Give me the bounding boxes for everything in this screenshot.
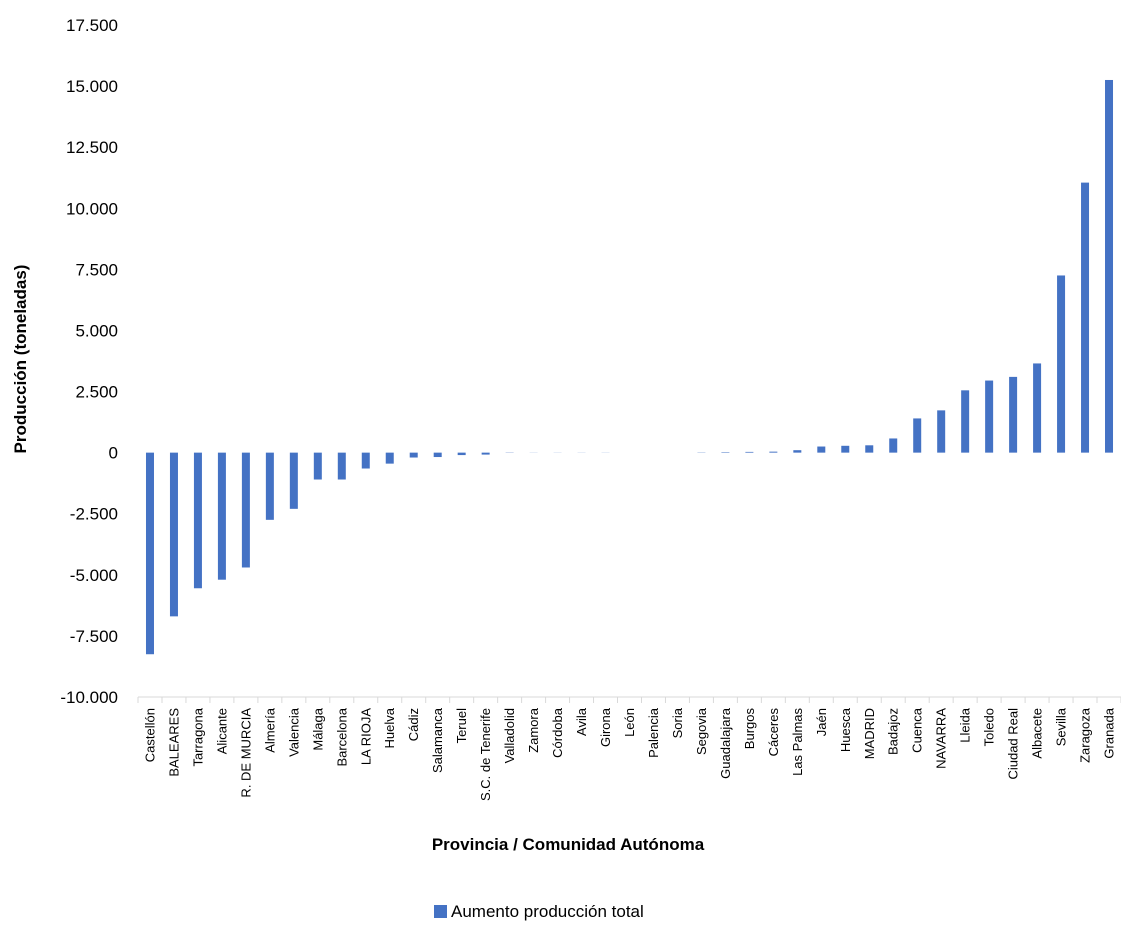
y-tick-label: -10.000 [60,688,118,707]
x-tick-label: BALEARES [166,708,181,777]
x-tick-label: Badajoz [886,708,901,755]
legend: Aumento producción total [434,902,644,921]
x-tick-label: Barcelona [334,707,349,766]
y-tick-label: -5.000 [70,566,118,585]
x-tick-label: León [622,708,637,737]
bar [865,445,874,453]
bar [193,452,202,589]
bar [265,452,274,520]
x-tick-label: Alicante [214,708,229,754]
bar [1081,182,1090,453]
legend-label: Aumento producción total [451,902,644,921]
x-tick-label: Albacete [1030,708,1045,759]
bar [385,452,394,464]
y-tick-label: 5.000 [75,321,118,340]
x-tick-label: Cáceres [766,708,781,757]
bar [289,452,298,509]
x-tick-label: Jaén [814,708,829,736]
bar [361,452,370,469]
y-tick-label: 12.500 [66,138,118,157]
x-tick-label: Huelva [382,707,397,748]
x-tick-label: Zaragoza [1078,707,1093,763]
bar [1105,79,1114,453]
bar [1033,363,1042,453]
bar [913,418,922,453]
bar [769,451,778,453]
x-tick-label: Salamanca [430,707,445,773]
x-tick-label: Córdoba [550,707,565,758]
x-axis-tick-labels: Castellón BALEARES Tarragona Alicante R. DE … [142,707,1116,801]
x-tick-label: Toledo [982,708,997,746]
y-tick-label: 2.500 [75,383,118,402]
x-tick-label: Avila [574,707,589,736]
bar [889,438,898,453]
x-tick-label: Palencia [646,707,661,758]
x-tick-label: Tarragona [190,707,205,766]
bar [937,410,946,453]
bar [313,452,322,480]
x-tick-label: LA RIOJA [358,708,373,765]
x-tick-label: Lleida [958,707,973,742]
bar [169,452,178,617]
x-tick-label: Cuenca [910,707,925,753]
x-tick-label: Guadalajara [718,707,733,779]
x-tick-label: Burgos [742,708,757,750]
bar [1009,376,1018,453]
x-tick-label: Castellón [142,708,157,762]
bar [409,452,418,458]
x-tick-label: Las Palmas [790,708,805,776]
bar [1057,275,1066,453]
y-tick-label: 0 [109,444,118,463]
bar [433,452,442,458]
x-axis-ticks [137,697,1121,703]
bar [985,380,994,453]
x-tick-label: Granada [1102,707,1117,758]
bar [841,445,850,453]
y-tick-label: 10.000 [66,199,118,218]
x-tick-label: Málaga [310,707,325,750]
x-tick-label: Teruel [454,708,469,744]
y-tick-label: -2.500 [70,505,118,524]
y-axis-ticks: -10.000 -7.500 -5.000 -2.500 0 2.500 5.000 7.50… [60,16,118,707]
x-tick-label: Girona [598,707,613,747]
x-tick-label: Cádiz [406,708,421,741]
y-axis-title: Producción (toneladas) [11,265,30,454]
bar [337,452,346,480]
x-tick-label: NAVARRA [934,708,949,769]
x-tick-label: Segovia [694,707,709,755]
x-tick-label: Soria [670,707,685,738]
x-tick-label: Valencia [286,707,301,757]
bar [745,451,754,453]
y-tick-label: 15.000 [66,77,118,96]
x-tick-label: Ciudad Real [1006,708,1021,780]
bar [217,452,226,580]
bar [481,452,490,455]
bar [457,452,466,456]
x-tick-label: Almería [262,707,277,753]
bar [241,452,250,568]
x-tick-label: R. DE MURCIA [238,708,253,798]
x-tick-label: Zamora [526,707,541,753]
bar [145,452,154,655]
bar [961,390,970,453]
legend-swatch [434,905,447,918]
bar [817,446,826,453]
y-tick-label: -7.500 [70,627,118,646]
x-tick-label: Sevilla [1054,707,1069,746]
x-tick-label: S.C. de Tenerife [478,708,493,801]
x-axis-title: Provincia / Comunidad Autónoma [432,835,705,854]
y-tick-label: 17.500 [66,16,118,35]
x-tick-label: Valladolid [502,708,517,763]
bar [793,450,802,453]
x-tick-label: MADRID [862,708,877,759]
y-tick-label: 7.500 [75,260,118,279]
x-tick-label: Huesca [838,707,853,752]
bars [145,79,1114,655]
